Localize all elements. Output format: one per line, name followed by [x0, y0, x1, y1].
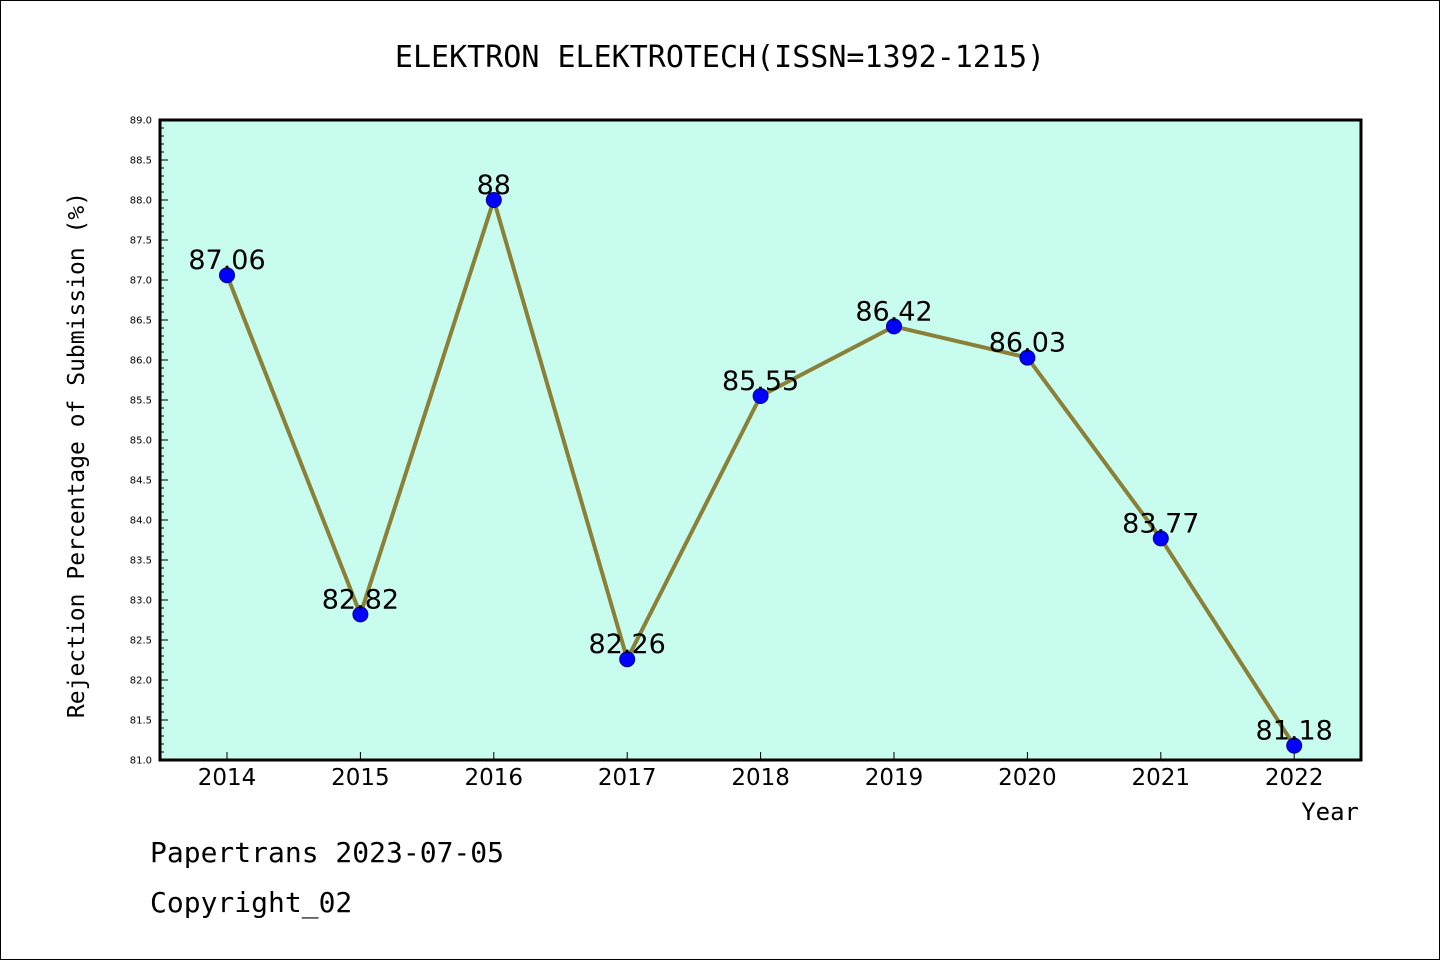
- x-tick-label: 2014: [198, 765, 257, 791]
- y-tick-label: 89.0: [130, 116, 152, 127]
- y-tick-label: 86.0: [130, 356, 152, 367]
- footer-copyright: Copyright_02: [150, 886, 353, 919]
- y-tick-label: 82.5: [130, 636, 152, 647]
- data-point: [886, 318, 902, 335]
- y-tick-label: 88.0: [130, 196, 152, 207]
- y-tick-label: 88.5: [130, 156, 152, 167]
- data-label: 86.03: [989, 328, 1066, 359]
- data-point: [485, 192, 502, 208]
- data-point: [1019, 349, 1036, 366]
- data-point: [1152, 530, 1169, 547]
- x-axis: 2014 2015 2016 2017 2018 2019 2020 2021 2022: [198, 752, 1324, 791]
- chart-title: ELEKTRON ELEKTROTECH(ISSN=1392-1215): [395, 40, 1045, 75]
- series-layer: [219, 192, 1303, 754]
- data-label: 82.82: [322, 584, 399, 615]
- data-point: [1286, 737, 1303, 754]
- data-label: 81.18: [1256, 716, 1333, 747]
- y-tick-label: 81.0: [130, 756, 152, 767]
- y-tick-label: 87.0: [130, 276, 152, 287]
- y-axis-label: Rejection Percentage of Submission (%): [64, 192, 90, 718]
- x-tick-label: 2019: [865, 765, 924, 791]
- y-tick-label: 83.0: [130, 596, 152, 607]
- y-tick-label: 81.5: [130, 716, 152, 727]
- x-tick-label: 2020: [998, 765, 1057, 791]
- y-tick-label: 83.5: [130, 556, 152, 567]
- y-tick-label: 86.5: [130, 316, 152, 327]
- y-tick-label: 82.0: [130, 676, 152, 687]
- data-label: 87.06: [188, 245, 265, 276]
- x-tick-label: 2015: [331, 765, 390, 791]
- data-point: [619, 651, 636, 668]
- y-tick-label: 84.0: [130, 516, 152, 527]
- plot-border: [158, 118, 1363, 762]
- y-axis: 81.0 81.5 82.0 82.5 83.0 83.5 84.0 84.5 85.0 85.5…: [130, 116, 168, 767]
- x-tick-label: 2021: [1132, 765, 1191, 791]
- plot-area: [160, 120, 1361, 760]
- x-tick-label: 2016: [465, 765, 524, 791]
- data-labels-layer: 87.06 82.82 88 82.26 85.55 86.42 86.03 83.77 81.…: [188, 170, 1332, 747]
- x-tick-label: 2017: [598, 765, 657, 791]
- data-point: [219, 267, 235, 284]
- y-tick-label: 85.0: [130, 436, 152, 447]
- y-tick-label: 84.5: [130, 476, 152, 487]
- data-label: 85.55: [722, 366, 799, 397]
- x-axis-label: Year: [1301, 798, 1359, 826]
- x-tick-label: 2022: [1265, 765, 1324, 791]
- data-label: 82.26: [589, 629, 666, 660]
- footer-stamp: Papertrans 2023-07-05: [150, 836, 505, 869]
- data-point: [752, 388, 769, 404]
- data-label: 86.42: [855, 296, 932, 327]
- data-label: 83.77: [1122, 508, 1199, 539]
- data-point: [352, 606, 369, 623]
- y-tick-label: 87.5: [130, 236, 152, 247]
- y-tick-label: 85.5: [130, 396, 152, 407]
- x-tick-label: 2018: [731, 765, 790, 791]
- data-label: 88: [477, 170, 511, 201]
